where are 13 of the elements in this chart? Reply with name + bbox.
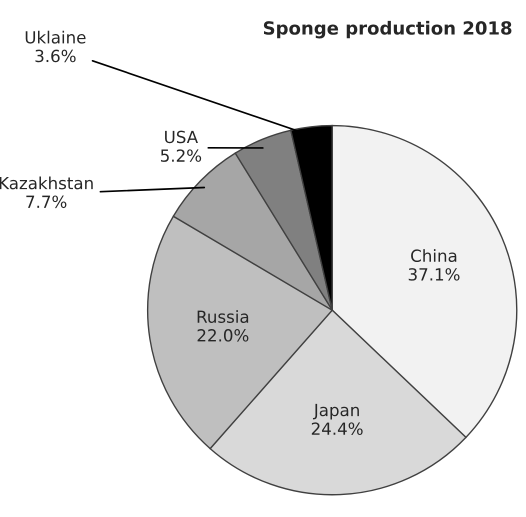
data-label: 7.7% xyxy=(26,195,66,208)
data-label: 24.4% xyxy=(312,422,363,435)
data-label: 37.1% xyxy=(408,268,460,281)
data-label: 5.2% xyxy=(160,149,202,162)
slice-label: Japan xyxy=(312,404,359,420)
data-label: 22.0% xyxy=(198,329,248,342)
slice-label: Kazakhstan xyxy=(0,176,93,190)
data-label: 3.6% xyxy=(35,50,76,62)
slice-label: Uklaine xyxy=(26,30,86,44)
chart-title: Sponge production 2018 xyxy=(264,20,512,38)
slice-label: China xyxy=(411,249,456,262)
slice-label: Russia xyxy=(198,310,248,324)
slice-label: USA xyxy=(165,130,198,144)
